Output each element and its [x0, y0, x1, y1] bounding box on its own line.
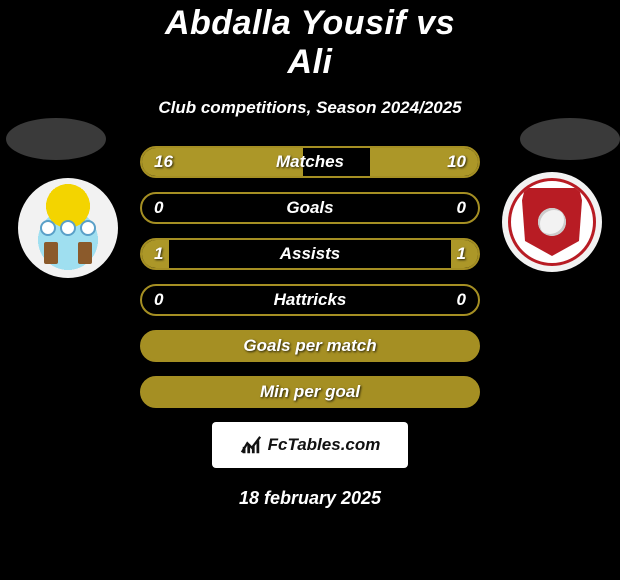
stat-value-left: 0	[154, 198, 163, 218]
stat-value-left: 1	[154, 244, 163, 264]
stat-row: 0 Hattricks 0	[140, 284, 480, 316]
page-subtitle: Club competitions, Season 2024/2025	[140, 98, 480, 118]
player-silhouette-left	[6, 118, 106, 160]
chart-icon	[240, 434, 262, 456]
stat-label: Min per goal	[260, 382, 360, 402]
page-title: Abdalla Yousif vs Ali	[140, 4, 480, 82]
stat-row: Goals per match	[140, 330, 480, 362]
stat-value-left: 16	[154, 152, 173, 172]
comparison-panel: Abdalla Yousif vs Ali Club competitions,…	[140, 4, 480, 509]
branding-badge: FcTables.com	[212, 422, 408, 468]
club-badge-left	[18, 178, 118, 278]
stat-value-right: 0	[457, 290, 466, 310]
stat-row: 1 Assists 1	[140, 238, 480, 270]
club-badge-right	[502, 172, 602, 272]
snapshot-date: 18 february 2025	[140, 488, 480, 509]
stat-row: 0 Goals 0	[140, 192, 480, 224]
stats-list: 16Matches100Goals01Assists10Hattricks0Go…	[140, 146, 480, 408]
stat-label: Goals	[286, 198, 333, 218]
club-badge-right-ball	[538, 208, 566, 236]
club-badge-right-art	[508, 178, 596, 266]
stat-label: Matches	[276, 152, 344, 172]
club-badge-left-faces	[40, 220, 96, 236]
club-badge-left-art	[18, 178, 118, 278]
stat-value-right: 10	[447, 152, 466, 172]
stat-value-left: 0	[154, 290, 163, 310]
stat-row: 16 Matches 10	[140, 146, 480, 178]
stat-label: Hattricks	[274, 290, 347, 310]
stat-value-right: 0	[457, 198, 466, 218]
stat-row: Min per goal	[140, 376, 480, 408]
stat-value-right: 1	[457, 244, 466, 264]
branding-text: FcTables.com	[268, 435, 381, 455]
stat-label: Assists	[280, 244, 340, 264]
player-silhouette-right	[520, 118, 620, 160]
stat-label: Goals per match	[243, 336, 376, 356]
